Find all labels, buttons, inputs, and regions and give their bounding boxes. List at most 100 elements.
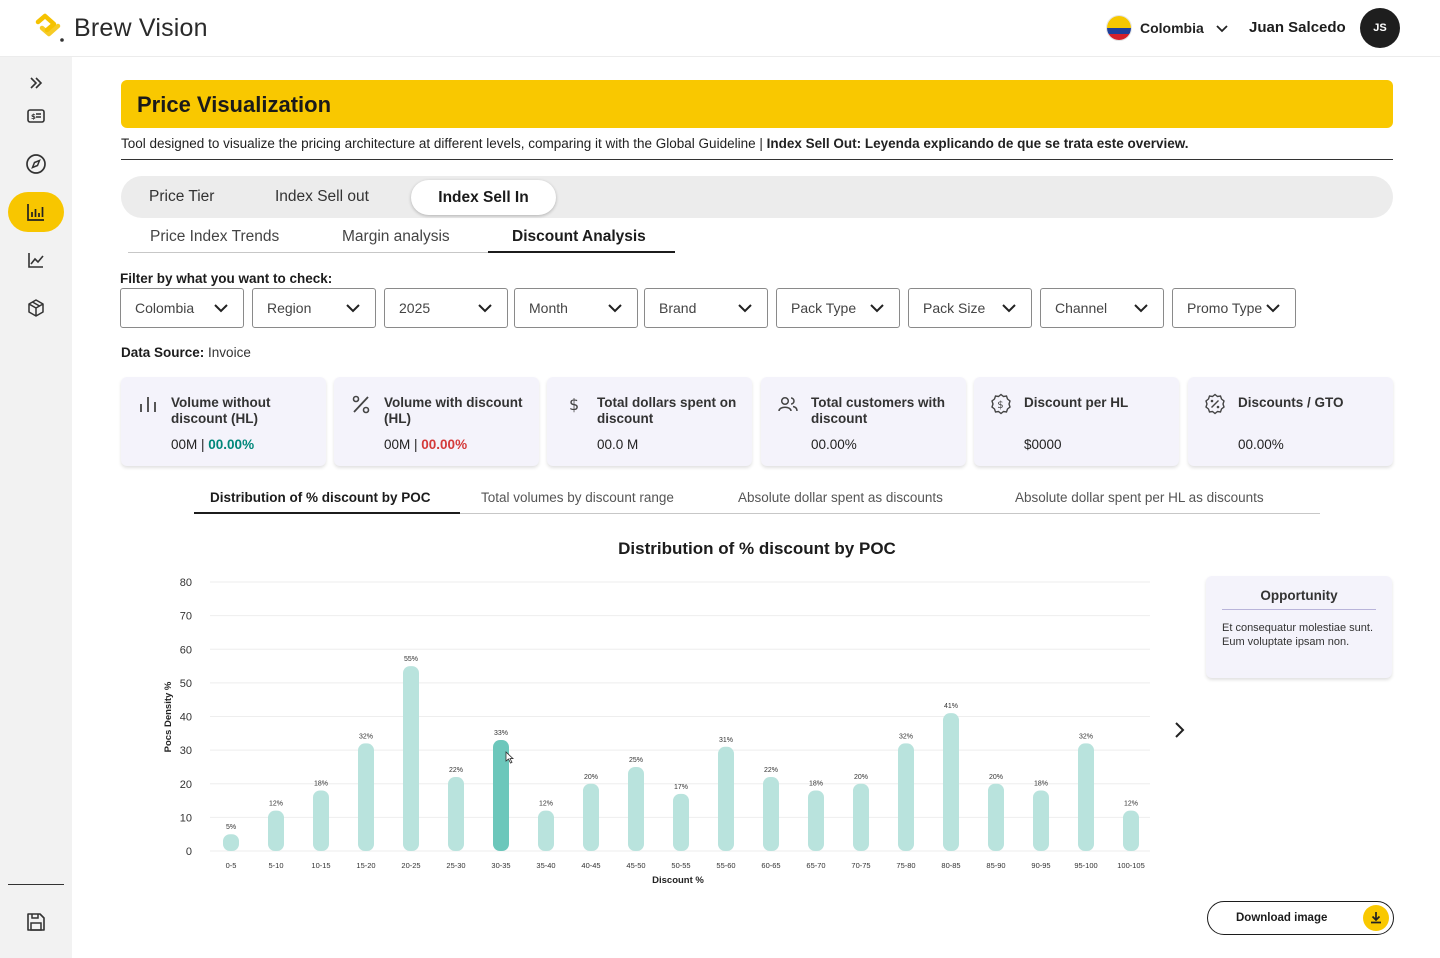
expand-icon [30, 77, 43, 89]
chevron-down-icon [1216, 25, 1228, 33]
chart-tab-absolute-dollar[interactable]: Absolute dollar spent as discounts [738, 490, 943, 505]
subtab-price-index-trends[interactable]: Price Index Trends [150, 228, 280, 245]
bar [853, 783, 869, 851]
sidebar-item-trends[interactable] [12, 242, 60, 278]
avatar[interactable]: JS [1360, 8, 1400, 48]
filter-promo-type[interactable]: Promo Type [1172, 288, 1296, 328]
chevron-down-icon [1002, 304, 1016, 313]
sidebar-save-button[interactable] [12, 904, 60, 940]
chevron-right-icon[interactable] [1168, 719, 1190, 741]
user-name: Juan Salcedo [1249, 19, 1346, 36]
download-icon [1363, 905, 1389, 931]
tab-index-sell-out[interactable]: Index Sell out [275, 188, 369, 205]
sidebar-divider [8, 884, 64, 885]
bar [943, 713, 959, 851]
data-label: 32% [1079, 733, 1093, 740]
x-tick-label: 85-90 [986, 861, 1005, 870]
data-label: 25% [629, 757, 643, 764]
y-tick-label: 80 [180, 577, 192, 589]
discount-distribution-chart: 0 10 20 30 40 50 60 70 80 Pocs Density % 5% 0-5 12% 5… [163, 577, 1150, 886]
sidebar-expand-button[interactable] [12, 65, 60, 101]
sidebar-item-explore[interactable] [12, 146, 60, 182]
bar [1033, 790, 1049, 851]
opportunity-title: Opportunity [1222, 588, 1376, 610]
kpi-card: $ Total dollars spent on discount 00.0 M [547, 377, 752, 466]
y-tick-label: 40 [180, 712, 192, 724]
kpi-card: Volume with discount (HL) 00M | 00.00% [334, 377, 539, 466]
x-tick-label: 65-70 [806, 861, 825, 870]
kpi-card: $ Discount per HL $0000 [974, 377, 1179, 466]
filter-country[interactable]: Colombia [120, 288, 244, 328]
filter-label-text: 2025 [399, 300, 431, 316]
filter-month[interactable]: Month [514, 288, 638, 328]
x-tick-label: 100-105 [1117, 861, 1145, 870]
subtab-discount-analysis[interactable]: Discount Analysis [512, 228, 646, 245]
kpi-value: 00.0 M [597, 437, 638, 452]
kpi-value-text: 00.00% [1238, 437, 1284, 452]
data-source-value: Invoice [208, 345, 251, 360]
page-description: Tool designed to visualize the pricing a… [121, 136, 1393, 160]
bar [898, 743, 914, 851]
chart-tab-dollar-per-hl[interactable]: Absolute dollar spent per HL as discount… [1015, 490, 1264, 505]
bar [403, 666, 419, 851]
kpi-separator: | [197, 437, 209, 452]
bar [448, 777, 464, 851]
subtab-margin-analysis[interactable]: Margin analysis [342, 228, 450, 245]
sidebar: $ [0, 57, 72, 958]
x-tick-label: 90-95 [1031, 861, 1050, 870]
kpi-value-text: 00.0 M [597, 437, 639, 452]
chevron-down-icon [478, 304, 492, 313]
save-icon [27, 913, 45, 931]
filter-brand[interactable]: Brand [644, 288, 768, 328]
filter-year[interactable]: 2025 [384, 288, 508, 328]
bar [718, 746, 734, 851]
chart-title: Distribution of % discount by POC [618, 539, 896, 558]
opportunity-card: Opportunity Et consequatur molestiae sun… [1206, 576, 1392, 678]
kpi-card: Total customers with discount 00.00% [761, 377, 966, 466]
filter-label-text: Brand [659, 300, 697, 316]
bar [628, 766, 644, 851]
chevron-down-icon [346, 304, 360, 313]
bar-chart-icon [140, 397, 156, 412]
kpi-title: Volume without discount (HL) [171, 395, 271, 426]
data-label: 12% [539, 801, 553, 808]
filter-label-text: Promo Type [1187, 300, 1263, 316]
chevron-down-icon [214, 304, 228, 313]
x-axis-label: Discount % [652, 875, 704, 886]
filter-region[interactable]: Region [252, 288, 376, 328]
filter-channel[interactable]: Channel [1040, 288, 1164, 328]
country-selector[interactable]: Colombia [1106, 15, 1230, 41]
discount-badge-icon [1205, 393, 1225, 415]
y-tick-label: 10 [180, 812, 192, 824]
kpi-title: Total customers with discount [811, 395, 946, 426]
filter-label-text: Pack Size [923, 300, 986, 316]
bar [763, 777, 779, 851]
tab-price-tier[interactable]: Price Tier [149, 188, 215, 205]
kpi-title: Volume with discount (HL) [384, 395, 523, 426]
percent-icon [352, 395, 370, 414]
y-tick-label: 20 [180, 779, 192, 791]
sidebar-item-price-visualization[interactable] [8, 192, 64, 232]
chart-tab-total-volumes[interactable]: Total volumes by discount range [481, 490, 674, 505]
app-logo[interactable]: Brew Vision [30, 12, 208, 44]
filter-pack-size[interactable]: Pack Size [908, 288, 1032, 328]
download-image-button[interactable]: Download image [1207, 901, 1394, 935]
chevron-down-icon [1134, 304, 1148, 313]
compass-icon [26, 154, 46, 174]
svg-text:$: $ [997, 400, 1003, 411]
tab-index-sell-in[interactable]: Index Sell In [411, 180, 556, 215]
description-bold-text: Index Sell Out: Leyenda explicando de qu… [766, 136, 1189, 151]
sidebar-item-products[interactable] [12, 290, 60, 326]
id-card-icon: $ [27, 109, 45, 123]
bar [538, 810, 554, 851]
bar [493, 740, 509, 851]
bar [673, 793, 689, 851]
x-tick-label: 5-10 [268, 861, 283, 870]
colombia-flag-icon [1106, 15, 1132, 41]
chart-tab-distribution[interactable]: Distribution of % discount by POC [210, 490, 431, 505]
sidebar-item-id-card[interactable]: $ [12, 98, 60, 134]
filter-pack-type[interactable]: Pack Type [776, 288, 900, 328]
bar [313, 790, 329, 851]
data-label: 20% [989, 774, 1003, 781]
filter-label-text: Region [267, 300, 312, 316]
